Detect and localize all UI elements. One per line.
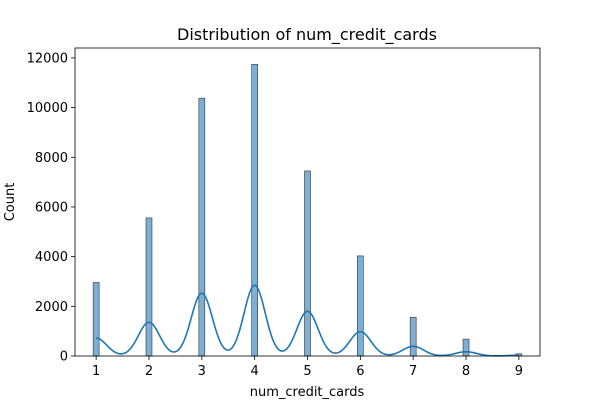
y-tick-label: 4000 [35, 250, 68, 265]
histogram-bar-7 [409, 316, 417, 357]
x-tick-label: 9 [515, 364, 523, 379]
histogram-bar-5 [304, 170, 311, 357]
histogram-bar-2 [145, 217, 153, 357]
histogram-bar-8 [462, 338, 470, 357]
histogram-bar-3 [198, 97, 206, 357]
x-axis-label: num_credit_cards [250, 385, 365, 400]
y-tick-label: 10000 [27, 101, 68, 116]
y-tick-label: 12000 [27, 51, 68, 66]
x-tick-label: 8 [462, 364, 470, 379]
x-tick-label: 3 [198, 364, 206, 379]
y-tick-label: 2000 [35, 300, 68, 315]
x-tick-label: 1 [92, 364, 100, 379]
chart-title: Distribution of num_credit_cards [177, 25, 437, 45]
x-tick-label: 4 [251, 364, 259, 379]
y-axis-label: Count [3, 183, 18, 222]
x-tick-label: 7 [409, 364, 417, 379]
y-tick-label: 8000 [35, 151, 68, 166]
histogram-bar-6 [357, 255, 364, 357]
y-tick-label: 6000 [35, 200, 68, 215]
x-tick-label: 5 [303, 364, 311, 379]
kde-curve [96, 284, 519, 357]
y-tick-label: 0 [60, 350, 68, 365]
histogram-bar-1 [92, 282, 100, 357]
histogram-bar-4 [251, 64, 258, 357]
x-tick-label: 6 [356, 364, 364, 379]
x-tick-label: 2 [145, 364, 153, 379]
